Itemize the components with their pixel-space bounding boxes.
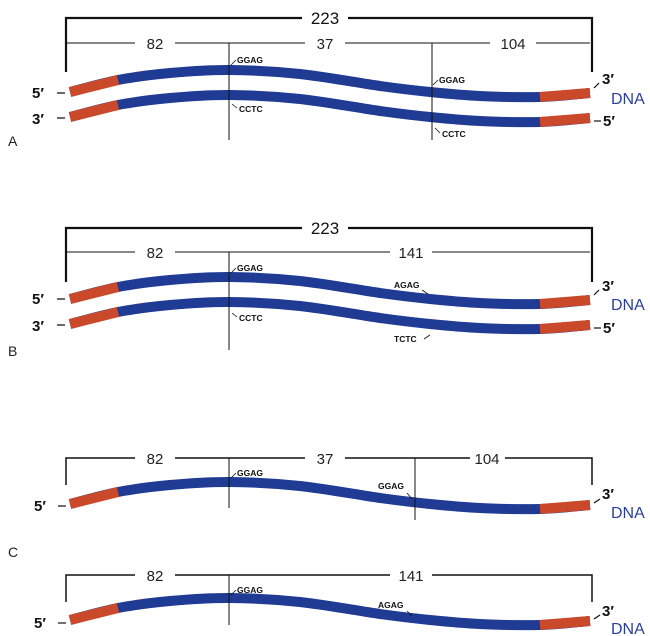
site-label: GGAG: [237, 55, 263, 65]
dna-strand: [68, 64, 591, 103]
arrow-icon: [434, 127, 441, 134]
arrow-icon: [421, 289, 429, 295]
arrow-icon: [423, 334, 431, 340]
end-dash: [57, 298, 65, 326]
site-label: AGAG: [394, 280, 420, 290]
site-label: GGAG: [439, 75, 465, 85]
arrow-icon: [230, 589, 237, 596]
panel-c-second: 82 141 GGAG AGAG 5′ 3′ DNA: [34, 568, 645, 636]
end-dash: [593, 498, 601, 504]
flanking-region-right: [539, 616, 591, 630]
three-prime-label: 3′: [602, 278, 614, 295]
segment-length: 141: [398, 568, 423, 585]
arrow-icon: [230, 267, 237, 274]
flanking-region-right: [539, 88, 591, 102]
site-label: GGAG: [237, 468, 263, 478]
segment-length: 104: [500, 36, 525, 53]
segment-length: 82: [147, 36, 164, 53]
three-prime-label: 3′: [602, 603, 614, 620]
three-prime-label: 3′: [602, 486, 614, 503]
three-prime-label: 3′: [32, 318, 44, 335]
arrow-icon: [230, 59, 237, 66]
five-prime-label: 5′: [32, 85, 44, 102]
cut-lines: [228, 458, 416, 520]
end-dash: [593, 614, 601, 620]
segment-length: 37: [317, 36, 334, 53]
dna-label: DNA: [611, 505, 645, 522]
flanking-region-right: [539, 113, 591, 127]
segment-length: 141: [398, 245, 423, 262]
flanking-region-right: [539, 320, 591, 334]
arrow-icon: [432, 79, 439, 86]
panel-c-first: 82 37 104 GGAG GGAG 5′ 3′ DNA C: [8, 451, 645, 560]
segment-length: 82: [147, 451, 164, 468]
segment-length: 37: [317, 451, 334, 468]
dna-label: DNA: [611, 297, 645, 314]
panel-label: A: [8, 133, 18, 149]
flanking-region-left: [68, 603, 120, 625]
segment-bracket: [65, 574, 593, 602]
site-label: CCTC: [239, 313, 263, 323]
arrow-icon: [406, 610, 413, 617]
dna-label: DNA: [611, 621, 645, 636]
panel-b: 223 82 141 GGAG AGAG CCTC TCTC 5′ 3′ 3′ …: [8, 219, 645, 359]
site-label: TCTC: [394, 334, 417, 344]
total-bracket: [64, 16, 594, 72]
panel-label: B: [8, 343, 17, 359]
site-label: CCTC: [442, 129, 466, 139]
end-dash: [593, 289, 600, 296]
dna-strand: [68, 476, 591, 515]
segment-length: 104: [474, 451, 499, 468]
flanking-region-right: [539, 295, 591, 309]
total-length: 223: [311, 9, 339, 28]
end-dash: [593, 82, 600, 89]
arrow-icon: [231, 103, 238, 109]
site-label: AGAG: [378, 600, 404, 610]
arrow-icon: [230, 472, 237, 479]
five-prime-label: 5′: [32, 291, 44, 308]
flanking-region-left: [68, 487, 120, 509]
flanking-region-left: [68, 282, 120, 304]
end-dash: [57, 92, 65, 119]
five-prime-label: 5′: [603, 113, 615, 130]
dna-strand: [68, 296, 591, 335]
flanking-region-left: [68, 307, 120, 329]
dna-strand: [68, 89, 591, 128]
flanking-region-right: [539, 500, 591, 514]
dna-label: DNA: [611, 91, 645, 108]
segment-bracket: [65, 457, 593, 485]
strands: [68, 64, 591, 631]
site-label: GGAG: [237, 585, 263, 595]
three-prime-label: 3′: [602, 71, 614, 88]
arrow-icon: [231, 312, 238, 318]
site-label: CCTC: [239, 104, 263, 114]
site-label: GGAG: [237, 263, 263, 273]
five-prime-label: 5′: [603, 320, 615, 337]
segment-length: 82: [147, 245, 164, 262]
total-bracket: [64, 226, 594, 282]
total-length: 223: [311, 219, 339, 238]
three-prime-label: 3′: [32, 111, 44, 128]
five-prime-label: 5′: [34, 615, 46, 632]
segment-length: 82: [147, 568, 164, 585]
cut-lines: [228, 43, 433, 140]
dna-strand: [68, 271, 591, 310]
panel-a: 223 82 37 104 GGAG GGAG CCTC CCTC 5′ 3′ …: [8, 9, 645, 149]
flanking-region-left: [68, 100, 120, 122]
dna-strand: [68, 592, 591, 631]
arrow-icon: [406, 492, 413, 500]
five-prime-label: 5′: [34, 498, 46, 515]
flanking-region-left: [68, 75, 120, 97]
panel-label: C: [8, 544, 18, 560]
site-label: GGAG: [378, 481, 404, 491]
